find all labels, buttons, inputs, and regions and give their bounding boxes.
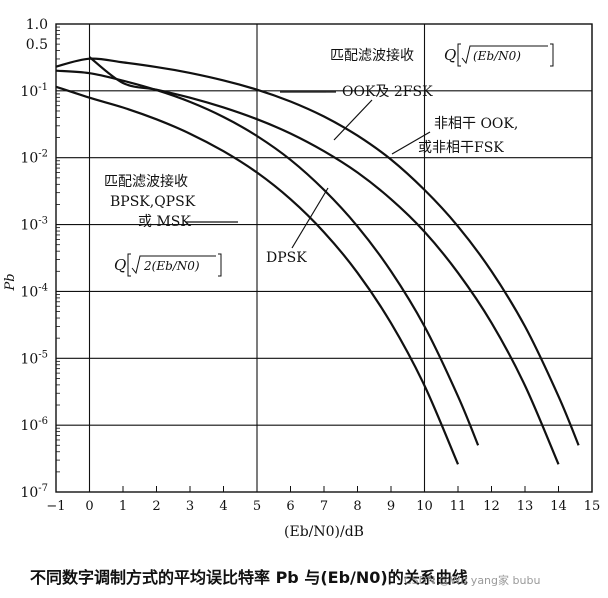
x-tick-label: 1 [119,499,127,514]
grid-lines [56,23,593,493]
x-tick-label: −1 [46,499,65,514]
watermark: CSDN @Wu yang家 bubu [404,574,541,587]
connector-noncoherent [391,131,431,155]
matched-ook-title: 匹配滤波接收 [330,47,414,64]
formula-bpsk-bracket [127,253,222,277]
annotation-labels: 匹配滤波接收 Q (Eb/N0) OOK及 2FSK 非相干 OOK, 或非相干… [104,43,554,277]
y-tick-label: 10-5 [20,349,48,367]
formula-bpsk-arg: 2(Eb/N0) [143,259,200,273]
x-tick-label: 8 [353,499,361,514]
y-tick-label: 10-7 [20,483,48,501]
curve-series-3 [55,57,580,446]
y-tick-label: 10-1 [20,82,48,100]
x-tick-label: 10 [416,499,433,514]
figure-caption: 不同数字调制方式的平均误比特率 Pb 与(Eb/N0)的关系曲线 [30,568,468,587]
x-tick-label: 7 [320,499,328,514]
x-tick-label: 14 [550,499,567,514]
x-tick-label: 3 [186,499,194,514]
formula-bpsk: Q 2(Eb/N0) [114,253,222,277]
ber-curves [55,56,580,465]
noncoherent-line1: 非相干 OOK, [434,116,518,132]
formula-ook-bracket [457,43,554,67]
x-axis-ticks: −1 0 1 2 3 4 5 6 7 8 9 10 11 12 13 14 15 [46,486,600,514]
ook-2fsk-label: OOK及 2FSK [342,84,433,100]
x-tick-label: 4 [219,499,227,514]
y-axis-ticks: 1.0 0.5 10-1 10-2 10-3 10-4 10-5 10-6 10-7 [20,17,60,501]
y-tick-label: 10-3 [20,216,48,234]
x-tick-label: 11 [450,499,467,514]
x-tick-label: 13 [517,499,534,514]
plot-frame [55,23,593,493]
noncoherent-line2: 或非相干FSK [418,140,504,156]
annotation-connectors [186,91,431,249]
bpsk-line1: BPSK,QPSK [110,194,196,210]
matched-bpsk-title: 匹配滤波接收 [104,173,188,190]
curve-series-1 [55,69,480,446]
bpsk-line2: 或 MSK [138,214,191,230]
curve-series-0 [55,85,460,465]
x-axis-label: (Eb/N0)/dB [284,524,364,540]
y-tick-label: 0.5 [26,37,48,53]
x-tick-label: 2 [152,499,160,514]
x-tick-label: 6 [286,499,294,514]
y-tick-label: 10-2 [20,149,48,167]
curve-series-2 [88,56,560,465]
formula-bpsk-q: Q [114,256,126,274]
formula-ook-arg: (Eb/N0) [473,49,521,63]
x-tick-label: 12 [483,499,500,514]
ber-chart: −1 0 1 2 3 4 5 6 7 8 9 10 11 12 13 14 15 1.00.510-110-21… [3,17,600,540]
connector-dpsk [291,187,329,249]
x-tick-label: 9 [387,499,395,514]
formula-ook-q: Q [444,46,456,64]
x-tick-label: 15 [584,499,601,514]
formula-ook: Q (Eb/N0) [444,43,554,67]
y-tick-label: 10-6 [20,416,48,434]
y-tick-label: 10-4 [20,282,48,300]
y-tick-label: 1.0 [26,17,48,33]
x-tick-label: 5 [253,499,261,514]
x-tick-label: 0 [85,499,93,514]
connector-matched-ook [333,99,373,141]
dpsk-label: DPSK [266,250,307,266]
y-axis-label: Pb [3,273,18,291]
